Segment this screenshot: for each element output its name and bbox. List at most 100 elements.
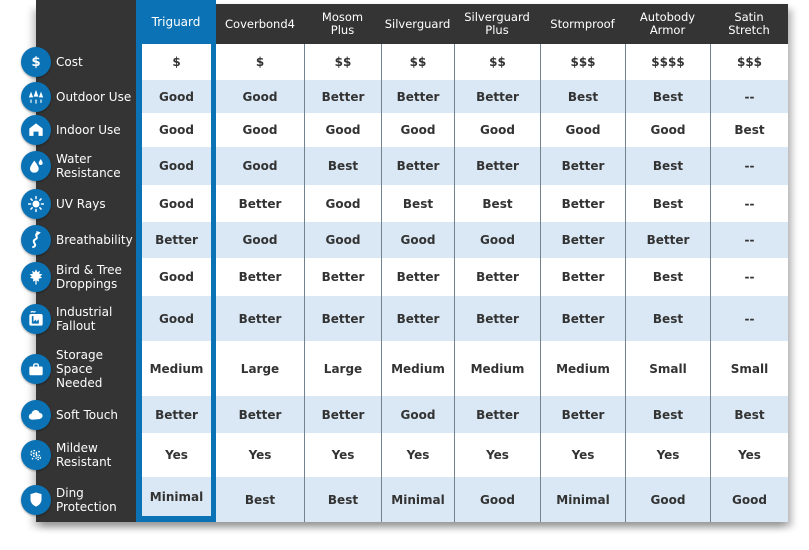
value-cell: Best bbox=[540, 80, 625, 113]
column-header-satin-stretch[interactable]: Satin Stretch bbox=[710, 4, 788, 44]
row-label: Breathability bbox=[56, 233, 133, 247]
value-cell: Minimal bbox=[136, 477, 216, 522]
feature-row-cost: $ Cost bbox=[21, 44, 136, 80]
value-cell: Best bbox=[454, 185, 540, 222]
value-cell: Better bbox=[454, 296, 540, 341]
value-cell: Best bbox=[625, 147, 710, 185]
column-header-autobody-armor[interactable]: Autobody Armor bbox=[625, 4, 710, 44]
value-cell: Better bbox=[454, 147, 540, 185]
factory-icon bbox=[21, 303, 51, 334]
value-cell: -- bbox=[710, 147, 788, 185]
value-cell: Good bbox=[710, 477, 788, 522]
feature-row-storage-space-needed: Storage Space Needed bbox=[21, 341, 136, 396]
svg-text:$: $ bbox=[31, 55, 40, 70]
value-cell: Better bbox=[238, 407, 282, 422]
value-cell: $$ bbox=[304, 44, 381, 80]
value-cell: Best bbox=[625, 296, 710, 341]
value-cell: Good bbox=[136, 147, 216, 185]
value-cell: Best bbox=[625, 396, 710, 433]
table-row-mildew-resistant: Yes Yes Yes Yes Yes Yes Yes Yes bbox=[136, 433, 788, 477]
table-row-cost: $ $ $$ $$ $$ $$$ $$$$ $$$ bbox=[136, 44, 788, 80]
table-row-outdoor-use: Good Good Better Better Better Best Best -- bbox=[136, 80, 788, 113]
value-cell: $$ bbox=[381, 44, 454, 80]
value-cell: -- bbox=[710, 80, 788, 113]
value-cell: Better bbox=[381, 147, 454, 185]
column-header-silverguard[interactable]: Silverguard bbox=[381, 4, 454, 44]
value-cell: Better bbox=[381, 296, 454, 341]
table-row-breathability: Better Good Good Good Good Better Better -- bbox=[136, 222, 788, 258]
table-row-bird-tree-droppings: Good Better Better Better Better Better Best -- bbox=[136, 258, 788, 296]
sun-icon bbox=[21, 188, 51, 219]
feature-row-bird-tree-droppings: Bird & Tree Droppings bbox=[21, 258, 136, 296]
value-cell: Best bbox=[710, 113, 788, 147]
column-header-stormproof[interactable]: Stormproof bbox=[540, 4, 625, 44]
winding-arrow-icon bbox=[21, 225, 51, 255]
value-cell: Best bbox=[381, 185, 454, 222]
value-cell: Good bbox=[242, 89, 278, 104]
value-cell: $$$ bbox=[540, 44, 625, 80]
value-cell: Better bbox=[304, 296, 381, 341]
value-cell: Good bbox=[540, 113, 625, 147]
spores-icon bbox=[21, 440, 51, 470]
table-body: $ $ $$ $$ $$ $$$ $$$$ $$$ Good Good Better Better Be… bbox=[136, 44, 788, 522]
row-label: Outdoor Use bbox=[56, 89, 132, 104]
feature-row-outdoor-use: Outdoor Use bbox=[21, 80, 136, 113]
value-cell: Better bbox=[625, 222, 710, 258]
value-cell: -- bbox=[710, 185, 788, 222]
value-cell: Good bbox=[304, 222, 381, 258]
table-row-uv-rays: Good Better Good Best Best Better Best -- bbox=[136, 185, 788, 222]
row-label: Water Resistance bbox=[56, 152, 121, 180]
value-cell: Better bbox=[238, 196, 282, 211]
value-cell: Better bbox=[136, 222, 216, 258]
value-cell: Good bbox=[136, 80, 216, 113]
value-cell: Yes bbox=[710, 433, 788, 477]
row-label: UV Rays bbox=[56, 196, 106, 211]
value-cell: Better bbox=[454, 396, 540, 433]
value-cell: Good bbox=[454, 113, 540, 147]
house-icon bbox=[21, 115, 51, 145]
column-header-row: Triguard Coverbond4 Mosom Plus Silverguard S… bbox=[136, 0, 788, 44]
value-cell: Best bbox=[710, 396, 788, 433]
value-cell: Good bbox=[242, 233, 278, 247]
value-cell: Medium bbox=[381, 341, 454, 396]
value-cell: Large bbox=[304, 341, 381, 396]
dollar-icon: $ bbox=[21, 47, 51, 77]
value-cell: Good bbox=[381, 396, 454, 433]
value-cell: Good bbox=[454, 222, 540, 258]
feature-row-indoor-use: Indoor Use bbox=[21, 113, 136, 147]
table-row-soft-touch: Better Better Better Good Better Better Best Be… bbox=[136, 396, 788, 433]
value-cell: Best bbox=[625, 80, 710, 113]
value-cell: Small bbox=[710, 341, 788, 396]
value-cell: Good bbox=[381, 222, 454, 258]
table-row-industrial-fallout: Good Better Better Better Better Better Best -- bbox=[136, 296, 788, 341]
feature-row-soft-touch: Soft Touch bbox=[21, 396, 136, 433]
value-cell: Best bbox=[625, 185, 710, 222]
value-cell: $ bbox=[255, 55, 265, 69]
value-cell: Yes bbox=[625, 433, 710, 477]
value-cell: -- bbox=[710, 258, 788, 296]
value-cell: Better bbox=[304, 396, 381, 433]
value-cell: Good bbox=[381, 113, 454, 147]
value-cell: Small bbox=[625, 341, 710, 396]
value-cell: $ bbox=[136, 44, 216, 80]
column-header-coverbond4[interactable]: Coverbond4 bbox=[216, 4, 304, 44]
value-cell: Medium bbox=[136, 341, 216, 396]
value-cell: Best bbox=[304, 477, 381, 522]
value-cell: Better bbox=[540, 222, 625, 258]
value-cell: Good bbox=[625, 477, 710, 522]
value-cell: Better bbox=[238, 270, 282, 284]
value-cell: Yes bbox=[248, 448, 272, 462]
value-cell: Yes bbox=[454, 433, 540, 477]
value-cell: Large bbox=[240, 361, 280, 376]
value-cell: Better bbox=[238, 311, 282, 326]
value-cell: Better bbox=[304, 80, 381, 113]
column-header-triguard[interactable]: Triguard bbox=[136, 0, 216, 44]
value-cell: Yes bbox=[381, 433, 454, 477]
value-cell: Good bbox=[136, 296, 216, 341]
column-header-silverguard-plus[interactable]: Silverguard Plus bbox=[454, 4, 540, 44]
value-cell: Better bbox=[454, 258, 540, 296]
column-header-mosom-plus[interactable]: Mosom Plus bbox=[304, 4, 381, 44]
value-cell: Better bbox=[381, 258, 454, 296]
value-cell: Good bbox=[304, 113, 381, 147]
value-cell: Good bbox=[136, 185, 216, 222]
